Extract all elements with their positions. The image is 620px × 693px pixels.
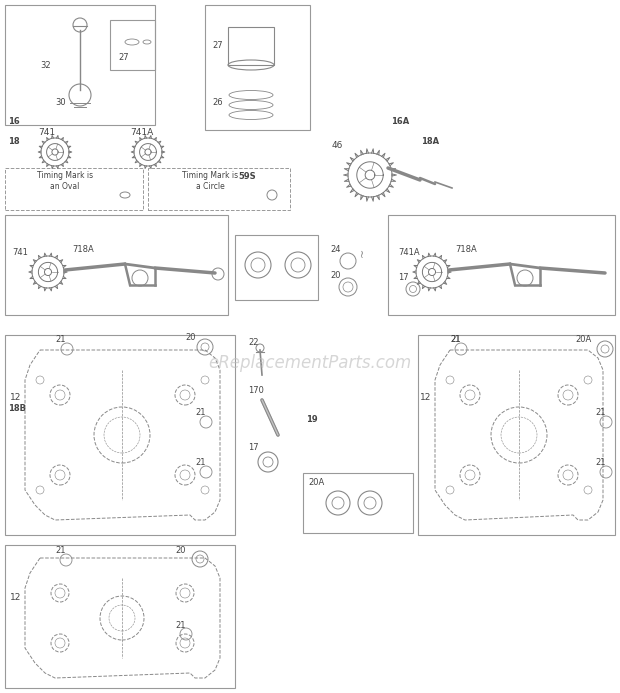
- Text: 20A: 20A: [575, 335, 591, 344]
- Text: 19: 19: [306, 415, 317, 424]
- Bar: [5, 5, 155, 125]
- Text: 12: 12: [10, 393, 21, 402]
- Bar: [5, 168, 143, 210]
- Bar: [5, 335, 235, 535]
- Text: Timing Mark is: Timing Mark is: [182, 171, 238, 180]
- Text: 16: 16: [8, 117, 20, 126]
- Bar: [228, 27, 274, 65]
- Text: 24: 24: [330, 245, 340, 254]
- Text: 27: 27: [118, 53, 128, 62]
- Text: 20: 20: [330, 271, 340, 280]
- Bar: [388, 215, 615, 315]
- Text: 18A: 18A: [421, 137, 439, 146]
- Text: 59S: 59S: [238, 172, 255, 181]
- Text: 26: 26: [212, 98, 223, 107]
- Bar: [5, 215, 228, 315]
- Text: 21: 21: [595, 408, 606, 417]
- Text: 20: 20: [175, 546, 185, 555]
- Text: 21: 21: [450, 335, 461, 344]
- Text: a Circle: a Circle: [196, 182, 224, 191]
- Bar: [235, 235, 318, 300]
- Text: 12: 12: [420, 393, 432, 402]
- Text: 718A: 718A: [455, 245, 477, 254]
- Text: 18: 18: [8, 137, 20, 146]
- Text: 741A: 741A: [130, 128, 153, 137]
- Text: 21: 21: [175, 621, 185, 630]
- Text: 21: 21: [450, 335, 461, 344]
- Text: 27: 27: [212, 41, 223, 50]
- Text: 21: 21: [55, 546, 66, 555]
- Text: 21: 21: [195, 458, 205, 467]
- Text: 21: 21: [195, 408, 205, 417]
- Text: 21: 21: [595, 458, 606, 467]
- Text: 18B: 18B: [8, 404, 26, 413]
- Text: 30: 30: [55, 98, 66, 107]
- Bar: [303, 473, 413, 533]
- Text: 46: 46: [332, 141, 343, 150]
- Bar: [148, 168, 290, 210]
- Text: an Oval: an Oval: [50, 182, 80, 191]
- Text: 16A: 16A: [391, 117, 409, 126]
- Text: 22: 22: [248, 338, 259, 347]
- Text: 32: 32: [40, 61, 51, 70]
- Bar: [5, 545, 235, 688]
- Text: 17: 17: [398, 273, 409, 282]
- Text: 170: 170: [248, 386, 264, 395]
- Text: 21: 21: [55, 335, 66, 344]
- Text: ~: ~: [358, 248, 368, 257]
- Text: Timing Mark is: Timing Mark is: [37, 171, 93, 180]
- Text: 741A: 741A: [398, 248, 420, 257]
- Text: 12: 12: [10, 593, 21, 602]
- Text: 20: 20: [185, 333, 195, 342]
- Text: 17: 17: [248, 443, 259, 452]
- Bar: [205, 5, 310, 130]
- Bar: [418, 335, 615, 535]
- Text: 20A: 20A: [308, 478, 324, 487]
- Bar: [110, 20, 155, 70]
- Text: 741: 741: [12, 248, 28, 257]
- Text: 741: 741: [38, 128, 55, 137]
- Text: eReplacementParts.com: eReplacementParts.com: [208, 354, 412, 372]
- Text: 718A: 718A: [72, 245, 94, 254]
